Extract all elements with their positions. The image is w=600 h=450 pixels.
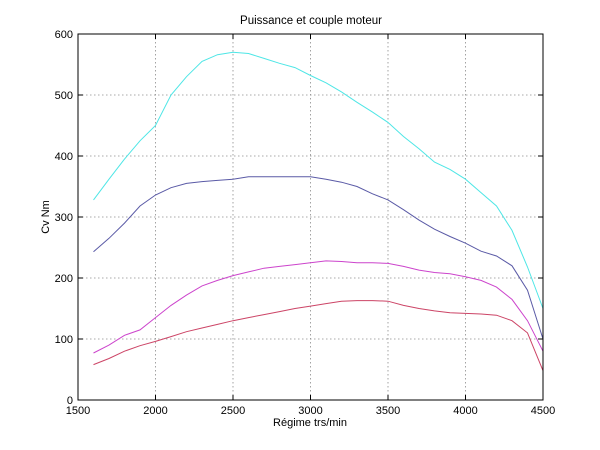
y-tick-label: 600: [55, 29, 73, 41]
x-tick-label: 3500: [376, 405, 400, 417]
grid: [78, 34, 543, 400]
x-tick-label: 2000: [143, 405, 167, 417]
chart-title: Puissance et couple moteur: [240, 15, 382, 27]
plot-series: [93, 51, 544, 371]
series-line-1: [93, 51, 544, 309]
x-tick-label: 4500: [531, 405, 555, 417]
axis-ticks: 1500 2000 2500 3000 3500 4000 4500 0 100 200 300 40…: [55, 29, 556, 417]
y-tick-label: 100: [55, 334, 73, 346]
y-tick-label: 400: [55, 151, 73, 163]
x-axis-label: Régime trs/min: [273, 417, 347, 429]
series-line-3: [93, 260, 544, 354]
y-tick-label: 300: [55, 212, 73, 224]
y-tick-label: 500: [55, 90, 73, 102]
x-tick-label: 4000: [453, 405, 477, 417]
x-tick-label: 1500: [66, 405, 90, 417]
x-tick-label: 3000: [298, 405, 322, 417]
x-tick-label: 2500: [221, 405, 245, 417]
y-tick-label: 200: [55, 273, 73, 285]
series-line-4: [93, 300, 544, 371]
y-axis-label: Cv Nm: [40, 200, 52, 234]
series-line-2: [93, 176, 544, 340]
y-tick-label: 0: [67, 395, 73, 407]
